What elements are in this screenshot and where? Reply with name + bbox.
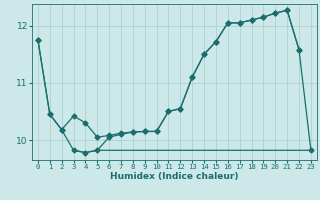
X-axis label: Humidex (Indice chaleur): Humidex (Indice chaleur): [110, 172, 239, 181]
